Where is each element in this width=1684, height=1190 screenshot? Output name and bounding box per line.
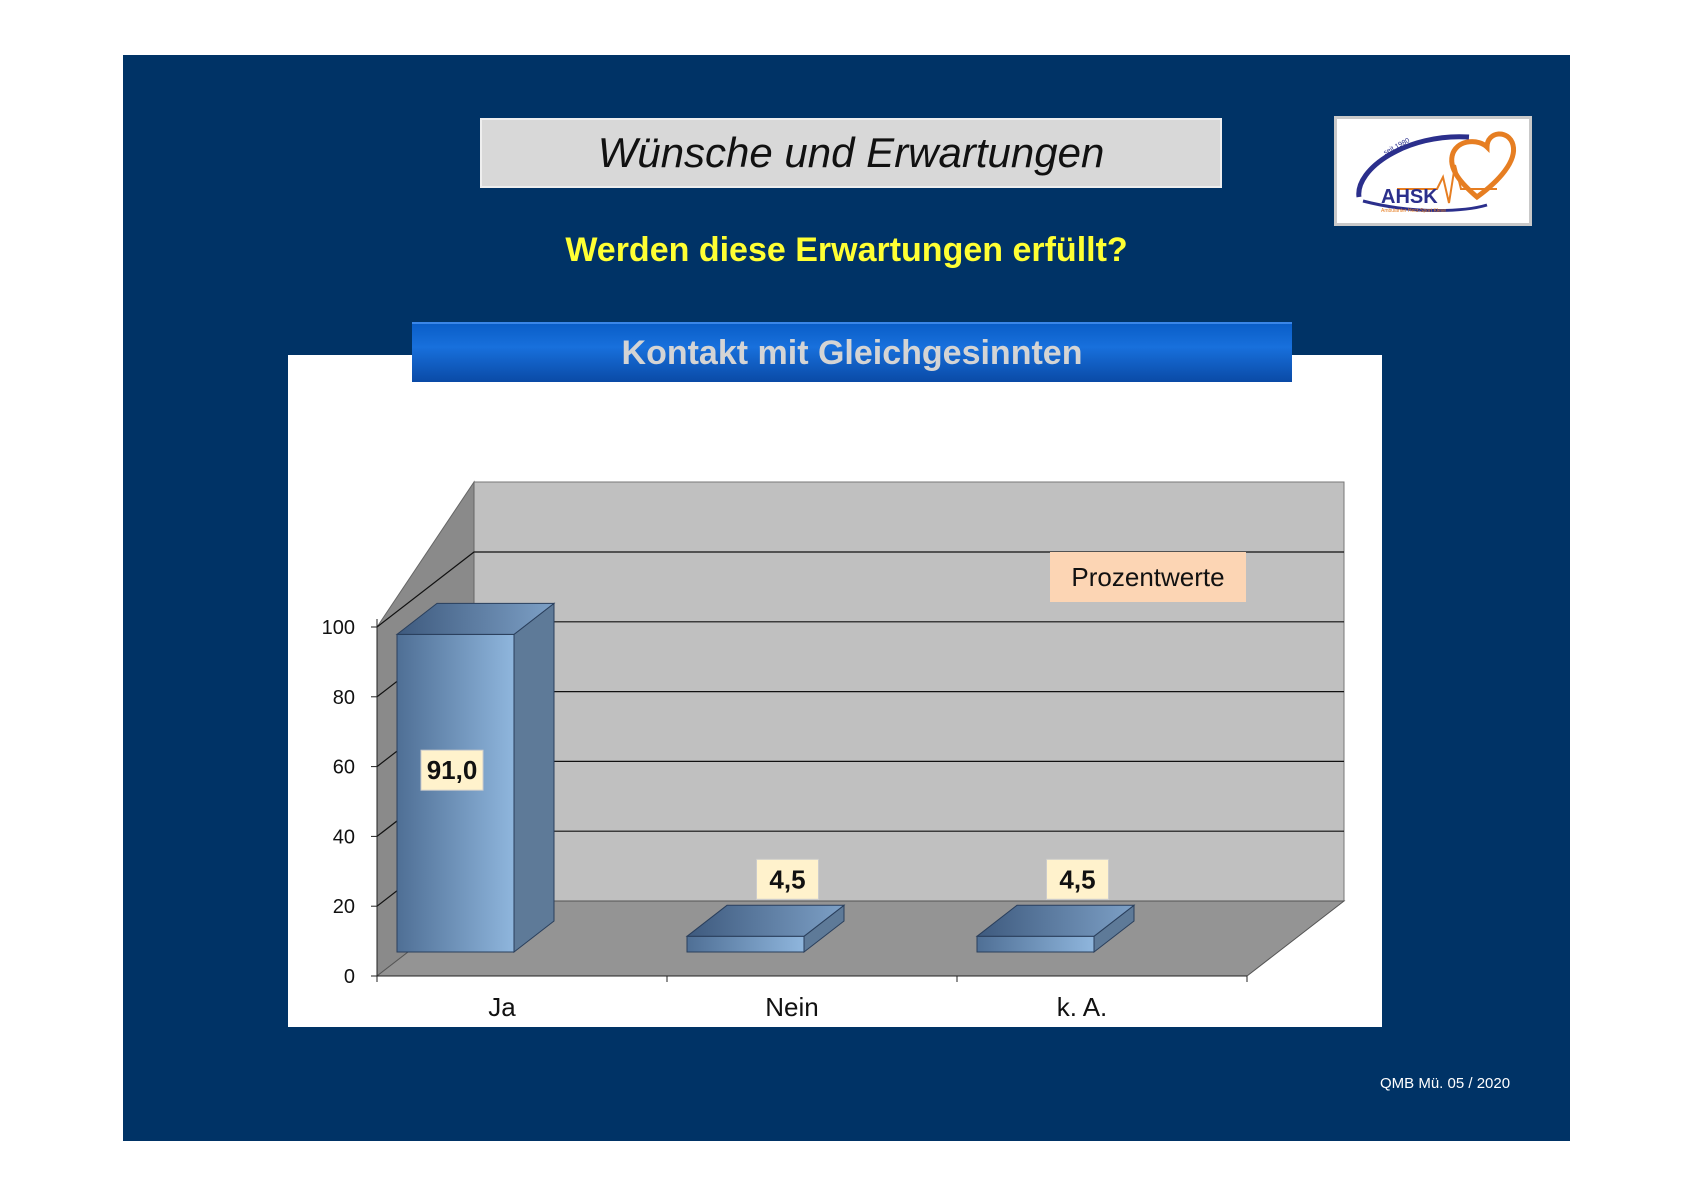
slide-title: Wünsche und Erwartungen (597, 129, 1105, 176)
annotation-text: Prozentwerte (1071, 562, 1224, 592)
data-label-bg (1046, 858, 1109, 900)
chart-panel: 0 20 40 60 80 100 Ja 91,0 Nein 4,5 k. A. 4,5 Prozent… (288, 355, 1382, 1027)
data-label: 4,5 (1059, 864, 1095, 894)
x-category-label: k. A. (1057, 992, 1108, 1022)
y-tick-label: 100 (322, 617, 355, 639)
bar-side (513, 602, 555, 954)
bar-top (395, 602, 556, 635)
x-category-label: Ja (488, 992, 516, 1022)
data-label: 91,0 (427, 755, 478, 785)
bar-front (976, 935, 1095, 953)
logo-text: AHSK (1381, 186, 1438, 208)
chart-title-banner: Kontakt mit Gleichgesinnten (412, 322, 1292, 382)
y-tick-label: 20 (333, 896, 355, 918)
data-label-bg (420, 749, 484, 791)
y-tick-label: 0 (344, 966, 355, 988)
chart-title: Kontakt mit Gleichgesinnten (621, 333, 1083, 372)
y-tick-label: 40 (333, 826, 355, 848)
bar-top (685, 904, 846, 937)
y-tick-label: 80 (333, 687, 355, 709)
x-category-label: Nein (765, 992, 818, 1022)
bar-chart: 0 20 40 60 80 100 Ja 91,0 Nein 4,5 k. A. 4,5 Prozent… (322, 480, 1346, 1022)
data-label-bg (756, 858, 819, 900)
bar-front (686, 935, 805, 953)
footer-text: QMB Mü. 05 / 2020 (1380, 1075, 1511, 1092)
slide: Wünsche und Erwartungen seit 1980 AHSK A… (123, 55, 1570, 1141)
heart-logo-icon: seit 1980 AHSK Ambulanter Herz-Sport Kle… (1356, 131, 1517, 214)
ahsk-logo: seit 1980 AHSK Ambulanter Herz-Sport Kle… (1334, 116, 1532, 226)
logo-tagline: Ambulanter Herz-Sport Kleve (1381, 208, 1446, 214)
bar-top (975, 904, 1136, 937)
subtitle: Werden diese Erwartungen erfüllt? (565, 231, 1128, 269)
y-tick-label: 60 (333, 757, 355, 779)
title-box: Wünsche und Erwartungen (480, 118, 1222, 188)
annotation-box (1050, 552, 1246, 602)
data-label: 4,5 (769, 864, 805, 894)
bar-front (396, 633, 515, 953)
